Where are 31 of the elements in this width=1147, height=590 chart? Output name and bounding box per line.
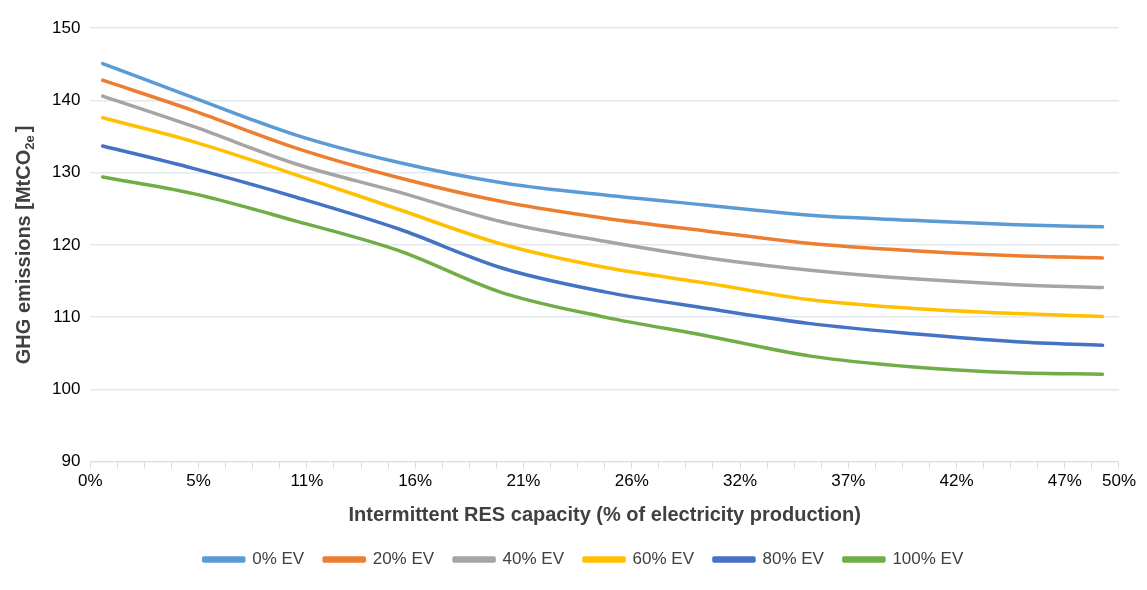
line-series — [100, 94, 1105, 290]
x-tick-label: 37% — [831, 471, 866, 491]
line-series — [100, 61, 1105, 229]
legend-label: 0% EV — [252, 549, 305, 569]
y-tick-label: 150 — [51, 17, 81, 37]
y-tick-label: 90 — [61, 451, 81, 471]
x-axis-title: Intermittent RES capacity (% of electricity production) — [348, 502, 861, 525]
y-tick-label: 100 — [51, 379, 81, 399]
x-tick-label: 16% — [398, 471, 433, 491]
x-tick-label: 26% — [614, 471, 649, 491]
line-series — [100, 116, 1105, 319]
x-tick-label: 11% — [290, 471, 324, 491]
x-tick-label: 42% — [939, 471, 974, 491]
legend-label: 20% EV — [372, 549, 435, 569]
y-tick-label: 130 — [51, 162, 81, 182]
x-tick-label: 21% — [506, 471, 541, 491]
legend-label: 40% EV — [502, 549, 565, 569]
legend-label: 80% EV — [762, 549, 825, 569]
x-tick-label: 47% — [1047, 471, 1082, 491]
legend-label: 100% EV — [892, 549, 964, 569]
y-tick-label: 140 — [51, 90, 81, 110]
x-tick-label: 50% — [1101, 471, 1136, 491]
x-tick-label: 5% — [186, 471, 211, 491]
x-tick-label: 0% — [78, 471, 103, 491]
y-tick-label: 120 — [51, 234, 81, 254]
legend-label: 60% EV — [632, 549, 695, 569]
line-series — [100, 78, 1105, 260]
line-series — [100, 144, 1105, 348]
x-tick-label: 32% — [723, 471, 758, 491]
line-series — [100, 175, 1105, 376]
y-tick-label: 110 — [53, 306, 81, 326]
